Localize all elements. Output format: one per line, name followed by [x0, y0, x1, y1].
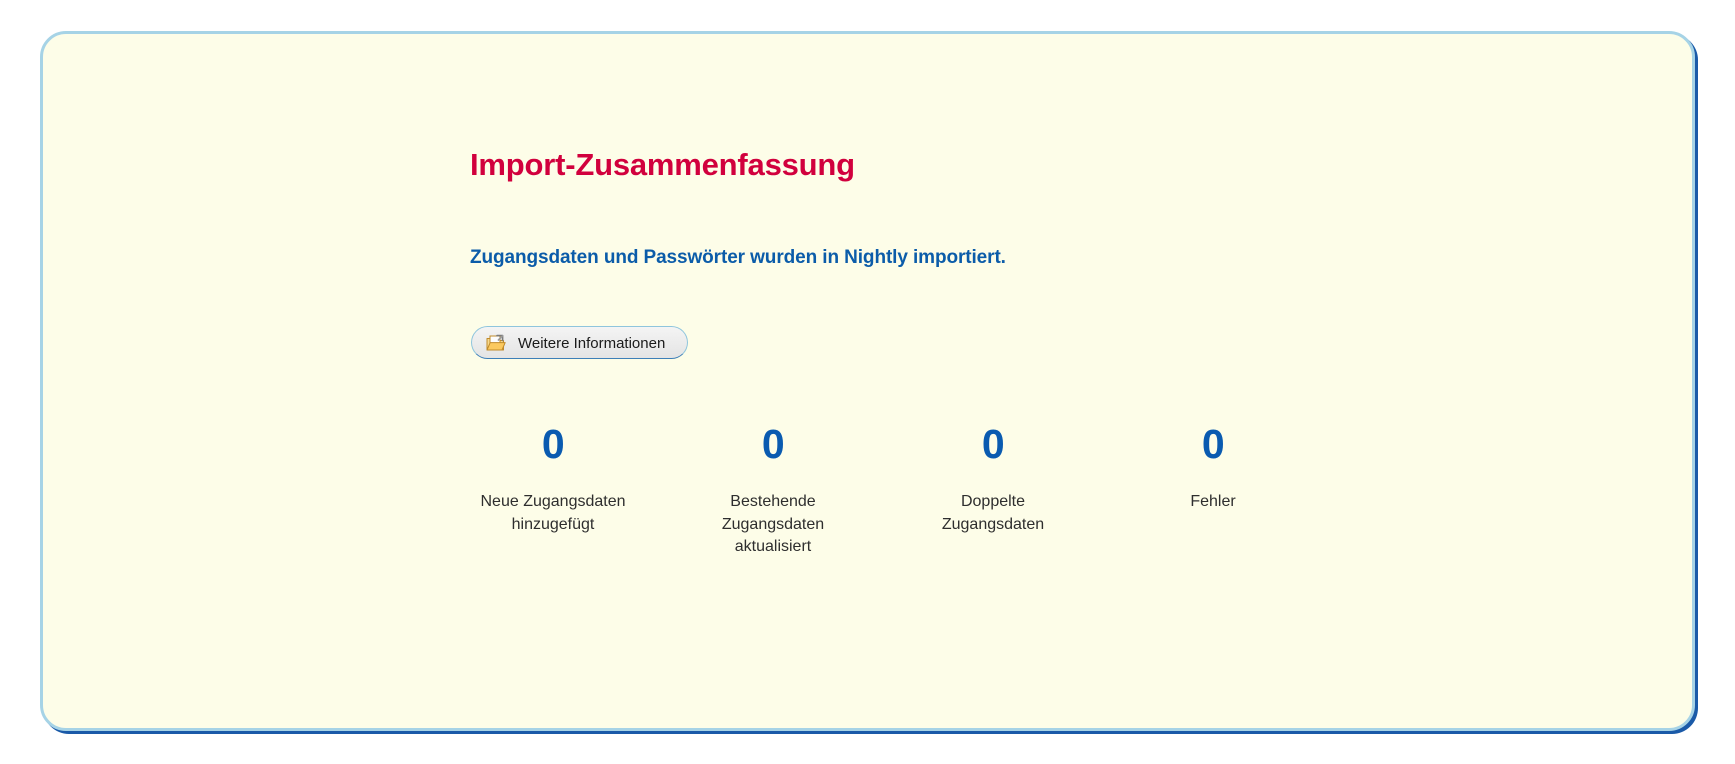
stat-label: Neue Zugangsdaten hinzugefügt — [480, 493, 626, 533]
stat-value: 0 — [761, 421, 785, 467]
stat-label: Doppelte Zugangsdaten — [941, 493, 1045, 533]
open-folder-icon — [486, 334, 506, 352]
import-stats-row: 0 Neue Zugangsdaten hinzugefügt 0 Besteh… — [443, 424, 1323, 559]
stat-errors: 0 Fehler — [1103, 424, 1323, 514]
stat-value: 0 — [541, 421, 565, 467]
stat-value: 0 — [981, 421, 1005, 467]
stat-label: Bestehende Zugangsdaten aktualisiert — [721, 493, 825, 555]
stat-label: Fehler — [1190, 493, 1236, 510]
stat-new-logins-added: 0 Neue Zugangsdaten hinzugefügt — [443, 424, 663, 536]
panel-content: Import-Zusammenfassung Zugangsdaten und … — [43, 34, 1692, 728]
page-title: Import-Zusammenfassung — [470, 147, 855, 182]
stat-value: 0 — [1201, 421, 1225, 467]
stat-duplicate-logins: 0 Doppelte Zugangsdaten — [883, 424, 1103, 536]
import-result-message: Zugangsdaten und Passwörter wurden in Ni… — [470, 247, 1006, 268]
more-information-label: Weitere Informationen — [518, 335, 666, 352]
more-information-button[interactable]: Weitere Informationen — [471, 326, 689, 359]
stat-existing-logins-updated: 0 Bestehende Zugangsdaten aktualisiert — [663, 424, 883, 559]
import-summary-panel: Import-Zusammenfassung Zugangsdaten und … — [40, 31, 1695, 731]
